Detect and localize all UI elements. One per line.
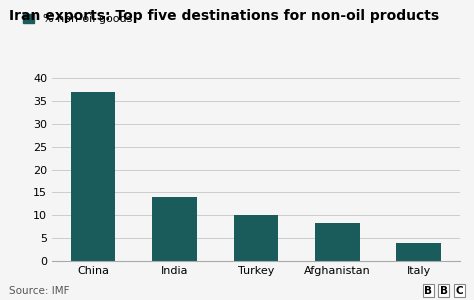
Text: C: C xyxy=(456,286,463,296)
Bar xyxy=(234,215,278,261)
Bar xyxy=(315,223,360,261)
Legend: % non-oil goods: % non-oil goods xyxy=(23,14,132,25)
Text: B: B xyxy=(440,286,448,296)
Bar xyxy=(152,197,197,261)
Bar xyxy=(71,92,116,261)
Bar xyxy=(396,243,441,261)
Text: Source: IMF: Source: IMF xyxy=(9,286,70,296)
Text: B: B xyxy=(424,286,432,296)
Text: Iran exports: Top five destinations for non-oil products: Iran exports: Top five destinations for … xyxy=(9,9,439,23)
